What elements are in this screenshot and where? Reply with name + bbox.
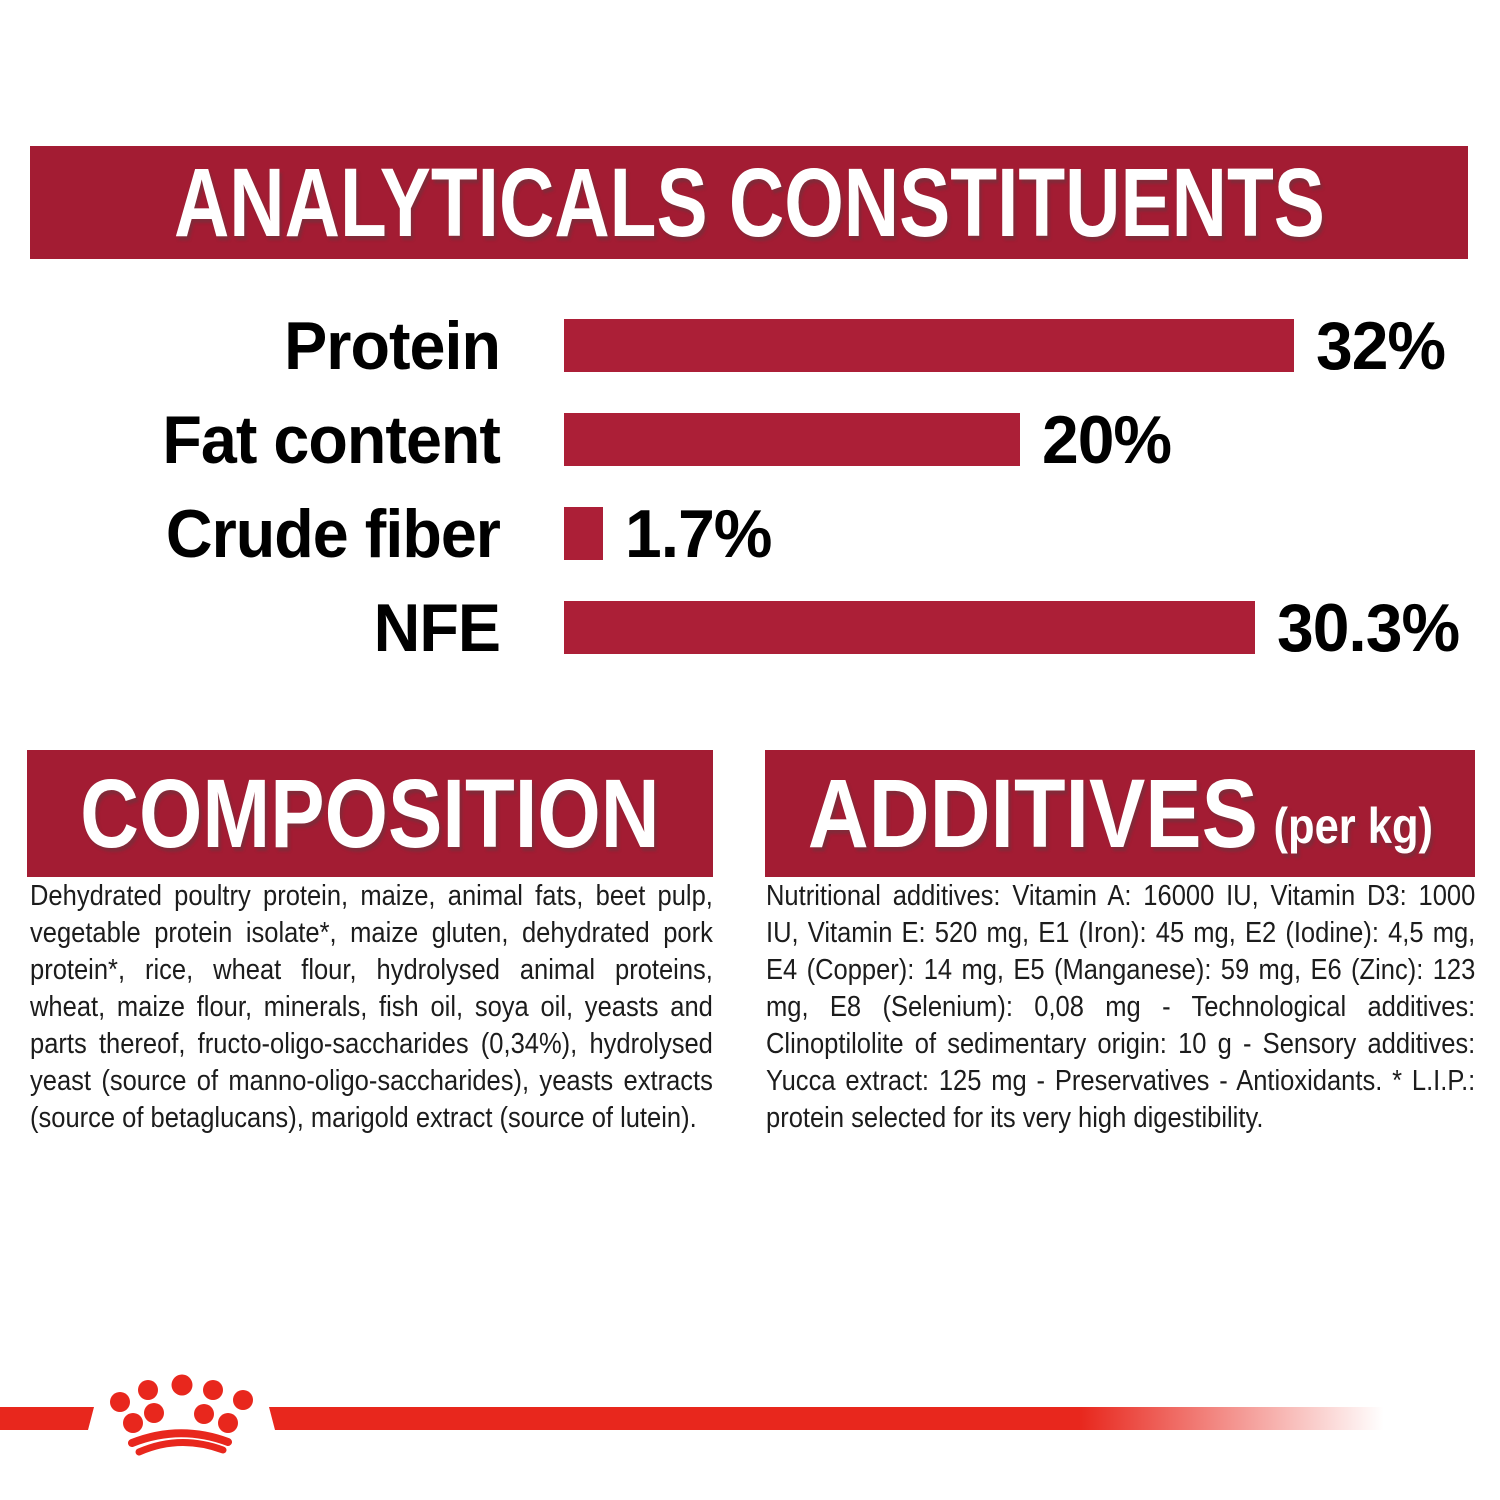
analytical-constituents-chart: Protein 32% Fat content 20% Crude fiber …: [0, 308, 1500, 695]
divider-line-right: [269, 1407, 1395, 1430]
analytical-constituents-title: ANALYTICALS CONSTITUENTS: [173, 147, 1325, 257]
additives-body: Nutritional additives: Vitamin A: 16000 …: [766, 880, 1476, 1134]
chart-category-label: Crude fiber: [165, 495, 501, 572]
chart-row-fat-content: Fat content 20%: [0, 402, 1500, 478]
chart-bar: [564, 319, 1294, 372]
chart-row-crude-fiber: Crude fiber 1.7%: [0, 496, 1500, 572]
chart-value-label: 32%: [1316, 307, 1446, 384]
composition-title: COMPOSITION: [80, 758, 660, 868]
analytical-constituents-banner: ANALYTICALS CONSTITUENTS: [30, 146, 1468, 259]
chart-bar: [564, 413, 1020, 466]
composition-body: Dehydrated poultry protein, maize, anima…: [30, 880, 713, 1134]
additives-title-suffix: (per kg): [1273, 797, 1433, 854]
chart-value-label: 30.3%: [1277, 589, 1460, 666]
chart-category-label: NFE: [373, 589, 501, 666]
chart-row-nfe: NFE 30.3%: [0, 590, 1500, 666]
additives-title: ADDITIVES (per kg): [807, 758, 1432, 870]
chart-value-label: 20%: [1042, 401, 1172, 478]
composition-banner: COMPOSITION: [27, 750, 713, 877]
chart-bar: [564, 507, 603, 560]
chart-category-label: Protein: [284, 307, 501, 384]
divider-line-left: [0, 1407, 94, 1430]
chart-bar: [564, 601, 1255, 654]
chart-row-protein: Protein 32%: [0, 308, 1500, 384]
additives-title-main: ADDITIVES: [807, 758, 1258, 868]
chart-category-label: Fat content: [162, 401, 501, 478]
chart-value-label: 1.7%: [625, 495, 772, 572]
royal-canin-crown-icon: [110, 1374, 253, 1456]
additives-banner: ADDITIVES (per kg): [765, 750, 1475, 877]
